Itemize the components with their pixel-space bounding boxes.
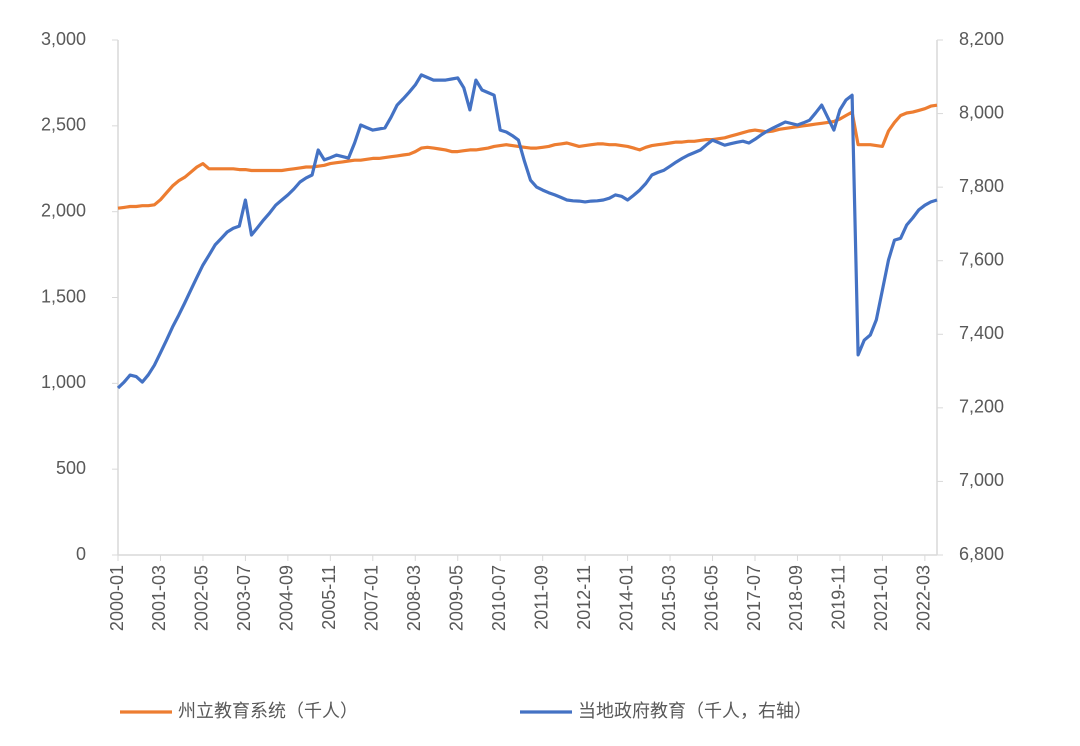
line-series (117, 103, 938, 210)
y2-tick-label: 7,400 (959, 323, 1004, 343)
x-tick-label: 2022-03 (914, 565, 934, 631)
y2-tick-label: 7,200 (959, 397, 1004, 417)
x-tick-label: 2007-01 (362, 565, 382, 631)
y2-tick-label: 7,600 (959, 249, 1004, 269)
x-tick-label: 2017-07 (744, 565, 764, 631)
y-tick-label: 2,000 (41, 200, 86, 220)
y2-tick-label: 8,000 (959, 102, 1004, 122)
x-tick-label: 2011-09 (531, 565, 551, 630)
y2-tick-label: 8,200 (959, 29, 1004, 49)
x-tick-label: 2018-09 (786, 565, 806, 631)
y-tick-label: 0 (76, 544, 86, 564)
x-tick-label: 2021-01 (871, 565, 891, 631)
y-tick-label: 3,000 (41, 29, 86, 49)
y2-tick-label: 7,000 (959, 470, 1004, 490)
x-tick-label: 2010-07 (489, 565, 509, 631)
x-tick-label: 2005-11 (319, 565, 339, 630)
y2-tick-label: 6,800 (959, 544, 1004, 564)
y2-tick-label: 7,800 (959, 176, 1004, 196)
y-tick-label: 1,000 (41, 372, 86, 392)
x-tick-label: 2014-01 (616, 565, 636, 631)
y-tick-label: 500 (56, 458, 86, 478)
x-tick-label: 2003-07 (234, 565, 254, 631)
x-tick-label: 2012-11 (574, 565, 594, 630)
line-series (116, 73, 938, 390)
x-tick-label: 2019-11 (829, 565, 849, 630)
y-tick-label: 1,500 (41, 286, 86, 306)
x-tick-label: 2000-01 (107, 565, 127, 631)
legend-label: 州立教育系统（千人） (178, 701, 358, 721)
x-tick-label: 2009-05 (446, 565, 466, 631)
x-tick-label: 2008-03 (404, 565, 424, 631)
x-tick-label: 2015-03 (659, 565, 679, 631)
x-tick-label: 2002-05 (192, 565, 212, 631)
x-tick-label: 2016-05 (701, 565, 721, 631)
legend-label: 当地政府教育（千人，右轴） (578, 701, 812, 721)
x-tick-label: 2001-03 (149, 565, 169, 631)
x-tick-label: 2004-09 (277, 565, 297, 631)
y-tick-label: 2,500 (41, 115, 86, 135)
